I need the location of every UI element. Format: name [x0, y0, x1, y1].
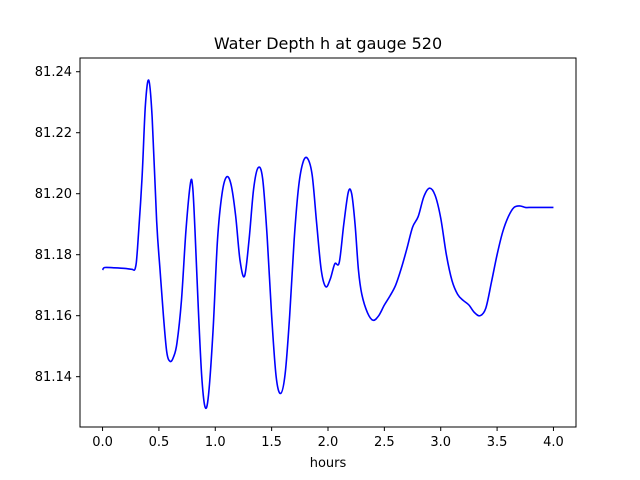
plot-frame	[79, 57, 577, 428]
x-tick-label: 0.0	[92, 435, 113, 450]
plot-area	[101, 79, 554, 410]
series-line-0	[101, 79, 554, 410]
x-tick-label: 3.5	[487, 435, 508, 450]
x-tick-label: 0.5	[149, 435, 170, 450]
y-tick-label: 81.14	[35, 370, 72, 385]
y-axis: 81.14 81.16 81.18 81.20 81.22 81.24	[35, 65, 80, 385]
chart-title: Water Depth h at gauge 520	[214, 34, 442, 53]
x-tick-label: 2.0	[318, 435, 339, 450]
x-axis: 0.0 0.5 1.0 1.5 2.0 2.5 3.0 3.5 4.0	[92, 427, 564, 450]
y-tick-label: 81.22	[35, 126, 72, 141]
y-tick-label: 81.16	[35, 309, 72, 324]
x-tick-label: 3.0	[430, 435, 451, 450]
x-axis-label: hours	[310, 456, 347, 471]
x-tick-label: 1.5	[261, 435, 282, 450]
x-tick-label: 4.0	[543, 435, 564, 450]
y-tick-label: 81.20	[35, 187, 72, 202]
y-tick-label: 81.24	[35, 65, 72, 80]
x-tick-label: 2.5	[374, 435, 395, 450]
x-tick-label: 1.0	[205, 435, 226, 450]
y-tick-label: 81.18	[35, 248, 72, 263]
